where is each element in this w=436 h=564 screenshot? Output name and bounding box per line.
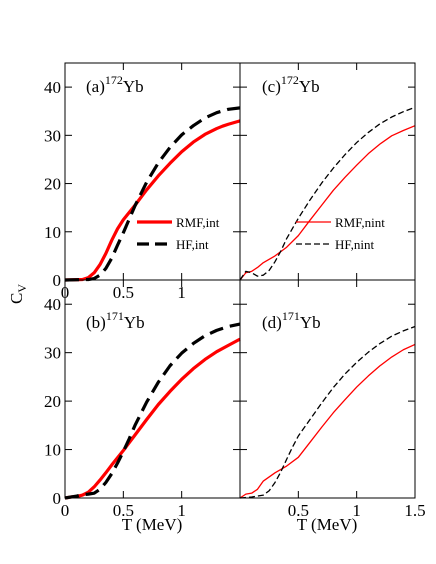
series-line-b-1 bbox=[64, 322, 241, 500]
y-tick-label-b-0: 0 bbox=[53, 489, 62, 508]
y-tick-label-a-0: 0 bbox=[53, 271, 62, 290]
y-tick-label-b-3: 30 bbox=[44, 344, 61, 363]
y-tick-label-b-1: 10 bbox=[44, 441, 61, 460]
panel-tag-a: (a)172Yb bbox=[86, 73, 144, 96]
x-tick-label-a-2: 1 bbox=[177, 283, 186, 302]
legend-label-c-0: RMF,nint bbox=[335, 215, 385, 230]
x-tick-label-b-2: 1 bbox=[177, 501, 186, 520]
panel-c: (c)172Yb RMF,nint HF,nint bbox=[239, 62, 416, 281]
legend-label-a-1: HF,int bbox=[176, 237, 209, 252]
y-tick-label-a-2: 20 bbox=[44, 175, 61, 194]
series-line-c-1 bbox=[239, 106, 416, 281]
panel-d: 0.5 1 1.5 (d)171Yb bbox=[239, 279, 426, 520]
panel-tag-d: (d)171Yb bbox=[262, 309, 321, 332]
x-tick-label-b-1: 0.5 bbox=[113, 501, 134, 520]
x-axis-title-right: T (MeV) bbox=[297, 515, 358, 534]
x-tick-label-d-1: 0.5 bbox=[288, 501, 309, 520]
plot-frame-d bbox=[239, 279, 416, 499]
x-tick-label-d-2: 1 bbox=[352, 501, 361, 520]
legend-label-a-0: RMF,int bbox=[176, 215, 220, 230]
panel-tag-b: (b)171Yb bbox=[86, 309, 145, 332]
series-line-d-0 bbox=[239, 343, 416, 499]
series-line-b-0 bbox=[64, 337, 241, 500]
series-line-c-0 bbox=[239, 125, 416, 281]
x-tick-label-b-0: 0 bbox=[61, 501, 70, 520]
series-line-a-1 bbox=[64, 106, 241, 282]
legend-label-c-1: HF,nint bbox=[335, 237, 374, 252]
x-tick-label-a-1: 0.5 bbox=[113, 283, 134, 302]
x-tick-label-d-3: 1.5 bbox=[404, 501, 425, 520]
y-tick-label-a-1: 10 bbox=[44, 223, 61, 242]
panel-tag-c: (c)172Yb bbox=[262, 73, 320, 96]
series-line-d-1 bbox=[239, 325, 416, 499]
y-tick-label-b-2: 20 bbox=[44, 392, 61, 411]
y-tick-label-a-3: 30 bbox=[44, 126, 61, 145]
y-tick-label-b-4: 40 bbox=[44, 295, 61, 314]
x-axis-title-left: T (MeV) bbox=[122, 515, 183, 534]
y-tick-label-a-4: 40 bbox=[44, 78, 61, 97]
y-axis-title: CV bbox=[7, 284, 29, 304]
series-line-a-0 bbox=[64, 119, 241, 282]
